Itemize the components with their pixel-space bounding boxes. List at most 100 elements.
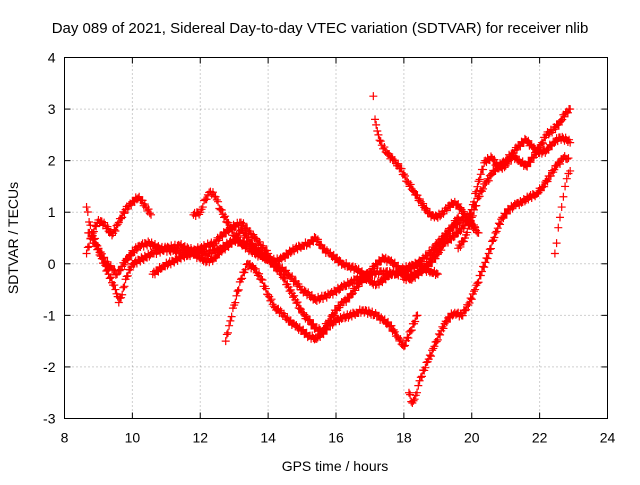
data-point-cluster bbox=[285, 316, 299, 330]
data-point-cluster bbox=[379, 143, 390, 156]
data-point-cluster bbox=[563, 135, 574, 146]
data-point-marker bbox=[406, 326, 415, 335]
data-point-marker bbox=[82, 249, 91, 258]
data-point-cluster bbox=[411, 190, 424, 205]
data-point-cluster bbox=[212, 195, 224, 213]
data-point-cluster bbox=[197, 238, 217, 254]
data-point-cluster bbox=[375, 136, 385, 146]
data-point-cluster bbox=[563, 105, 574, 117]
data-point-marker bbox=[557, 203, 566, 212]
y-tick-label: -3 bbox=[43, 411, 56, 427]
data-point-cluster bbox=[278, 309, 292, 324]
data-point-cluster bbox=[360, 269, 373, 283]
data-point-cluster bbox=[326, 281, 346, 299]
data-point-cluster bbox=[353, 277, 367, 291]
data-point-marker bbox=[277, 270, 286, 279]
data-point-cluster bbox=[285, 272, 305, 294]
data-point-cluster bbox=[451, 308, 465, 321]
data-point-cluster bbox=[122, 199, 136, 213]
x-tick-label: 20 bbox=[464, 430, 480, 446]
data-point-cluster bbox=[438, 204, 451, 218]
data-point-marker bbox=[474, 228, 483, 237]
data-point-marker bbox=[114, 298, 123, 307]
data-point-cluster bbox=[485, 233, 499, 254]
data-point-cluster bbox=[114, 265, 125, 275]
y-axis-label: SDTVAR / TECUs bbox=[5, 182, 21, 294]
data-point-cluster bbox=[462, 209, 475, 226]
data-point-cluster bbox=[217, 206, 231, 226]
data-point-cluster bbox=[543, 140, 557, 154]
data-point-marker bbox=[464, 301, 473, 310]
series-track-k bbox=[550, 166, 575, 258]
data-point-marker bbox=[471, 285, 480, 294]
y-tick-label: 2 bbox=[48, 153, 56, 169]
data-point-cluster bbox=[92, 242, 105, 261]
data-point-marker bbox=[477, 267, 486, 276]
data-point-cluster bbox=[380, 315, 394, 331]
data-point-cluster bbox=[115, 293, 126, 303]
data-point-cluster bbox=[326, 248, 339, 264]
data-point-cluster bbox=[502, 150, 516, 164]
data-point-cluster bbox=[353, 264, 367, 278]
chart-title: Day 089 of 2021, Sidereal Day-to-day VTE… bbox=[52, 20, 589, 37]
data-point-marker bbox=[230, 231, 239, 240]
data-point-cluster bbox=[251, 234, 271, 255]
data-point-marker bbox=[474, 177, 483, 186]
data-point-marker bbox=[555, 213, 564, 222]
data-point-cluster bbox=[207, 188, 219, 201]
data-point-marker bbox=[564, 154, 573, 163]
data-point-cluster bbox=[122, 263, 136, 281]
data-point-cluster bbox=[401, 327, 414, 350]
data-point-cluster bbox=[312, 235, 326, 250]
data-point-marker bbox=[118, 290, 127, 299]
data-point-cluster bbox=[149, 242, 170, 258]
data-point-cluster bbox=[431, 329, 445, 346]
data-point-marker bbox=[257, 275, 266, 284]
data-point-cluster bbox=[428, 266, 441, 280]
data-point-marker bbox=[264, 254, 273, 263]
data-point-cluster bbox=[472, 271, 485, 290]
data-point-cluster bbox=[499, 204, 512, 223]
data-point-cluster bbox=[438, 317, 451, 333]
data-point-marker bbox=[467, 213, 476, 222]
x-tick-label: 12 bbox=[192, 430, 208, 446]
data-point-marker bbox=[561, 182, 570, 191]
data-point-cluster bbox=[406, 390, 416, 406]
x-tick-label: 10 bbox=[125, 430, 141, 446]
data-point-marker bbox=[399, 342, 408, 351]
data-point-cluster bbox=[346, 262, 360, 275]
data-point-cluster bbox=[448, 214, 462, 231]
series-track-g bbox=[369, 92, 480, 232]
data-point-cluster bbox=[413, 376, 424, 397]
data-point-marker bbox=[430, 342, 439, 351]
data-point-cluster bbox=[126, 242, 143, 260]
y-tick-label: 0 bbox=[48, 256, 56, 272]
data-point-cluster bbox=[102, 257, 115, 272]
data-point-cluster bbox=[98, 259, 112, 275]
data-point-cluster bbox=[533, 183, 546, 198]
data-point-cluster bbox=[112, 289, 122, 301]
x-tick-label: 8 bbox=[61, 430, 69, 446]
data-point-cluster bbox=[319, 320, 333, 339]
data-point-cluster bbox=[451, 199, 465, 213]
data-point-cluster bbox=[431, 209, 445, 222]
data-point-marker bbox=[264, 290, 273, 299]
data-point-cluster bbox=[231, 277, 244, 307]
data-point-cluster bbox=[516, 134, 529, 151]
data-point-cluster bbox=[475, 158, 489, 184]
series-track-d bbox=[148, 226, 442, 290]
data-point-cluster bbox=[170, 250, 187, 267]
data-point-marker bbox=[416, 373, 425, 382]
data-point-marker bbox=[454, 213, 463, 222]
x-axis-label: GPS time / hours bbox=[282, 458, 389, 474]
data-point-marker bbox=[236, 275, 245, 284]
data-point-marker bbox=[225, 321, 234, 330]
data-point-marker bbox=[111, 285, 120, 294]
data-point-cluster bbox=[479, 254, 492, 272]
data-point-marker bbox=[491, 228, 500, 237]
y-tick-label: 4 bbox=[48, 50, 56, 66]
data-point-cluster bbox=[109, 220, 122, 238]
data-point-cluster bbox=[299, 325, 312, 342]
